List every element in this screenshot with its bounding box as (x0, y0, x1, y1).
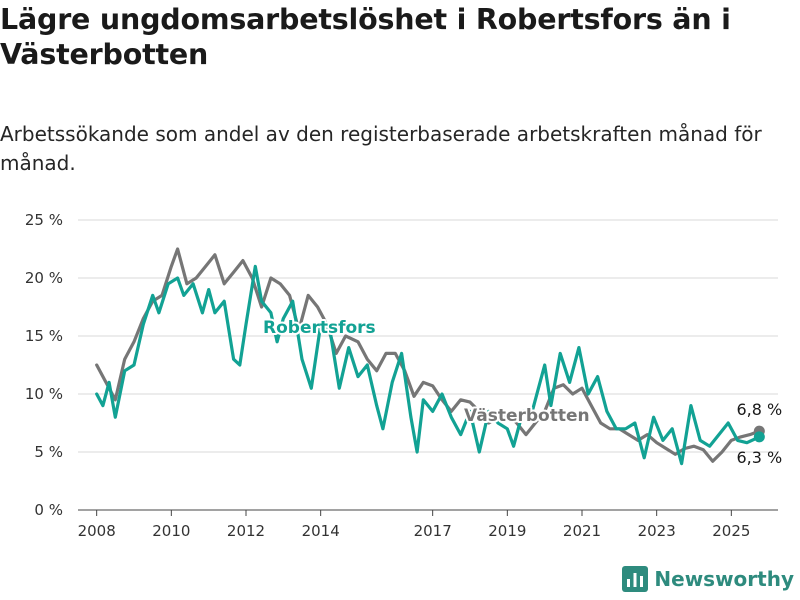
end-value-label: 6,3 % (736, 448, 782, 467)
y-tick-label: 0 % (34, 501, 63, 519)
x-tick-label: 2014 (302, 522, 340, 540)
bar-chart-logo-icon (622, 566, 649, 592)
series-line-robertsfors (95, 264, 761, 466)
line-chart: 0 % 5 % 10 % 15 % 20 % 25 % 2008 2010 2012 2014 20… (25, 211, 782, 540)
brand-name: Newsworthy (654, 567, 794, 591)
chart-title: Lägre ungdomsarbetslöshet i Robertsfors … (0, 3, 731, 71)
x-tick-label: 2019 (488, 522, 526, 540)
x-tick-label: 2008 (78, 522, 116, 540)
series-annotation-label: Västerbotten (464, 406, 590, 426)
end-value-label: 6,8 % (736, 400, 782, 419)
y-tick-label: 10 % (25, 385, 63, 403)
y-tick-label: 5 % (34, 443, 63, 461)
x-tick-label: 2012 (227, 522, 265, 540)
y-tick-label: 20 % (25, 269, 63, 287)
series-annotation-label: Robertsfors (263, 318, 376, 338)
x-tick-label: 2025 (712, 522, 750, 540)
chart-subtitle: Arbetssökande som andel av den registerb… (0, 122, 762, 175)
y-tick-label: 25 % (25, 211, 63, 229)
y-tick-label: 15 % (25, 327, 63, 345)
x-tick-label: 2010 (152, 522, 190, 540)
x-tick-label: 2023 (638, 522, 676, 540)
x-tick-label: 2017 (414, 522, 452, 540)
x-tick-label: 2021 (563, 522, 601, 540)
newsworthy-brand[interactable]: Newsworthy (622, 566, 794, 592)
end-point-marker (753, 431, 765, 443)
